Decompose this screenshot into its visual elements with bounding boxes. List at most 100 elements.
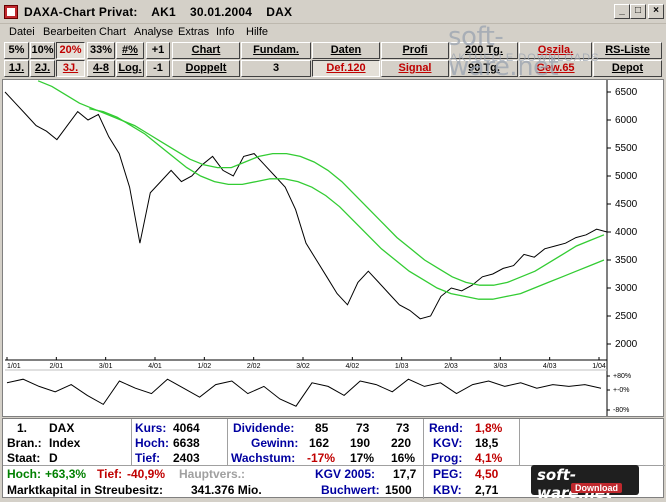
tg200-button[interactable]: 200 Tg. bbox=[450, 42, 518, 59]
window-title: DAXA-Chart Privat: AK1 30.01.2004 DAX bbox=[24, 5, 293, 19]
signal-button[interactable]: Signal bbox=[381, 60, 449, 77]
x-tick-label: 1/03 bbox=[395, 363, 409, 370]
peg-label: PEG: bbox=[433, 467, 463, 481]
y-tick-label: 4000 bbox=[615, 227, 638, 238]
y-tick-label: 3500 bbox=[615, 255, 638, 266]
count-3-button[interactable]: 3 bbox=[241, 60, 311, 77]
osc-tick-label: +80% bbox=[613, 373, 631, 380]
y-tick-label: 6500 bbox=[615, 87, 638, 98]
plus-one-button[interactable]: +1 bbox=[146, 42, 170, 59]
menu-extras[interactable]: Extras bbox=[178, 26, 210, 38]
download-badge[interactable]: soft-ware.net Download bbox=[531, 465, 639, 502]
x-tick-label: 1/02 bbox=[198, 363, 212, 370]
menu-bar: Datei Bearbeiten Chart Analyse Extras In… bbox=[0, 25, 666, 41]
wachstum-label: Wachstum: bbox=[231, 451, 296, 465]
depot-button[interactable]: Depot bbox=[593, 60, 662, 77]
zoom-10-button[interactable]: 10% bbox=[30, 42, 55, 59]
period-4-8-button[interactable]: 4-8 bbox=[87, 60, 115, 77]
menu-bearbeiten[interactable]: Bearbeiten bbox=[43, 26, 97, 38]
chart-button[interactable]: Chart bbox=[172, 42, 240, 59]
osc-tick-label: -80% bbox=[613, 407, 629, 414]
chart-pane[interactable]: 6500 6000 5500 5000 4500 4000 3500 3000 2500 2000… bbox=[2, 79, 664, 417]
perf-hoch-value: +63,3% bbox=[45, 467, 87, 481]
gew65-button[interactable]: Gew.65 bbox=[519, 60, 592, 77]
perf-hoch-label: Hoch: bbox=[7, 467, 41, 481]
index-name: DAX bbox=[49, 421, 75, 435]
divider bbox=[227, 419, 228, 465]
price-line bbox=[4, 91, 608, 320]
x-tick-label: 2/02 bbox=[247, 363, 261, 370]
dividende-value: 73 bbox=[396, 421, 410, 435]
tg90-button[interactable]: 90 Tg. bbox=[450, 60, 518, 77]
x-tick-label: 2/01 bbox=[50, 363, 64, 370]
wachstum-value: 16% bbox=[391, 451, 416, 465]
x-tick-label: 3/02 bbox=[296, 363, 310, 370]
oszila-button[interactable]: Oszila. bbox=[519, 42, 592, 59]
kurs-label: Kurs: bbox=[135, 421, 167, 435]
menu-hilfe[interactable]: Hilfe bbox=[246, 26, 269, 38]
zoom-33-button[interactable]: 33% bbox=[87, 42, 115, 59]
hauptvers-label: Hauptvers.: bbox=[179, 467, 246, 481]
marktkapital-value: 341.376 Mio. bbox=[191, 483, 262, 497]
log-button[interactable]: Log. bbox=[116, 60, 144, 77]
zoom-custom-button[interactable]: #% bbox=[116, 42, 144, 59]
period-2j-button[interactable]: 2J. bbox=[30, 60, 55, 77]
daten-button[interactable]: Daten bbox=[312, 42, 380, 59]
buchwert-label: Buchwert: bbox=[321, 483, 380, 497]
price-chart[interactable]: 6500 6000 5500 5000 4500 4000 3500 3000 2500 2000… bbox=[3, 80, 663, 416]
x-tick-label: 1/04 bbox=[592, 363, 606, 370]
period-1j-button[interactable]: 1J. bbox=[4, 60, 29, 77]
x-tick-label: 3/03 bbox=[494, 363, 508, 370]
divider bbox=[131, 419, 132, 465]
staat-value: D bbox=[49, 451, 58, 465]
y-tick-label: 4500 bbox=[615, 199, 638, 210]
oscillator-line bbox=[6, 378, 602, 407]
perf-tief-label: Tief: bbox=[97, 467, 123, 481]
app-icon bbox=[4, 5, 18, 19]
menu-chart[interactable]: Chart bbox=[99, 26, 126, 38]
zoom-5-button[interactable]: 5% bbox=[4, 42, 29, 59]
prog-label: Prog: bbox=[431, 451, 463, 465]
zoom-20-button[interactable]: 20% bbox=[56, 42, 85, 59]
fundam-button[interactable]: Fundam. bbox=[241, 42, 311, 59]
minimize-button[interactable]: _ bbox=[614, 4, 630, 19]
gewinn-label: Gewinn: bbox=[251, 436, 299, 450]
kurs-value: 4064 bbox=[173, 421, 200, 435]
y-tick-label: 5500 bbox=[615, 143, 638, 154]
def120-button[interactable]: Def.120 bbox=[312, 60, 380, 77]
minus-one-button[interactable]: -1 bbox=[146, 60, 170, 77]
rend-label: Rend: bbox=[429, 421, 463, 435]
x-tick-label: 4/01 bbox=[148, 363, 162, 370]
menu-datei[interactable]: Datei bbox=[9, 26, 35, 38]
x-tick-label: 1/01 bbox=[7, 363, 21, 370]
moving-average-line bbox=[89, 108, 605, 300]
close-button[interactable]: × bbox=[648, 4, 664, 19]
gewinn-value: 190 bbox=[350, 436, 371, 450]
x-tick-label: 4/03 bbox=[543, 363, 557, 370]
branche-label: Bran.: bbox=[7, 436, 42, 450]
gewinn-value: 220 bbox=[391, 436, 412, 450]
hoch-label: Hoch: bbox=[135, 436, 169, 450]
prog-value: 4,1% bbox=[475, 451, 503, 465]
maximize-button[interactable]: □ bbox=[630, 4, 646, 19]
peg-value: 4,50 bbox=[475, 467, 499, 481]
period-3j-button[interactable]: 3J. bbox=[56, 60, 85, 77]
title-bar: DAXA-Chart Privat: AK1 30.01.2004 DAX _ … bbox=[0, 0, 666, 24]
kgv-value: 18,5 bbox=[475, 436, 499, 450]
y-tick-label: 3000 bbox=[615, 283, 638, 294]
kbv-label: KBV: bbox=[433, 483, 462, 497]
divider bbox=[3, 465, 665, 466]
y-tick-label: 2500 bbox=[615, 311, 638, 322]
doppelt-button[interactable]: Doppelt bbox=[172, 60, 240, 77]
kbv-value: 2,71 bbox=[475, 483, 499, 497]
rend-value: 1,8% bbox=[475, 421, 503, 435]
moving-average-line bbox=[37, 80, 605, 286]
menu-analyse[interactable]: Analyse bbox=[134, 26, 174, 38]
menu-info[interactable]: Info bbox=[216, 26, 235, 38]
y-tick-label: 2000 bbox=[615, 339, 638, 350]
rs-liste-button[interactable]: RS-Liste bbox=[593, 42, 662, 59]
wachstum-value: -17% bbox=[307, 451, 336, 465]
profi-button[interactable]: Profi bbox=[381, 42, 449, 59]
branche-value: Index bbox=[49, 436, 81, 450]
